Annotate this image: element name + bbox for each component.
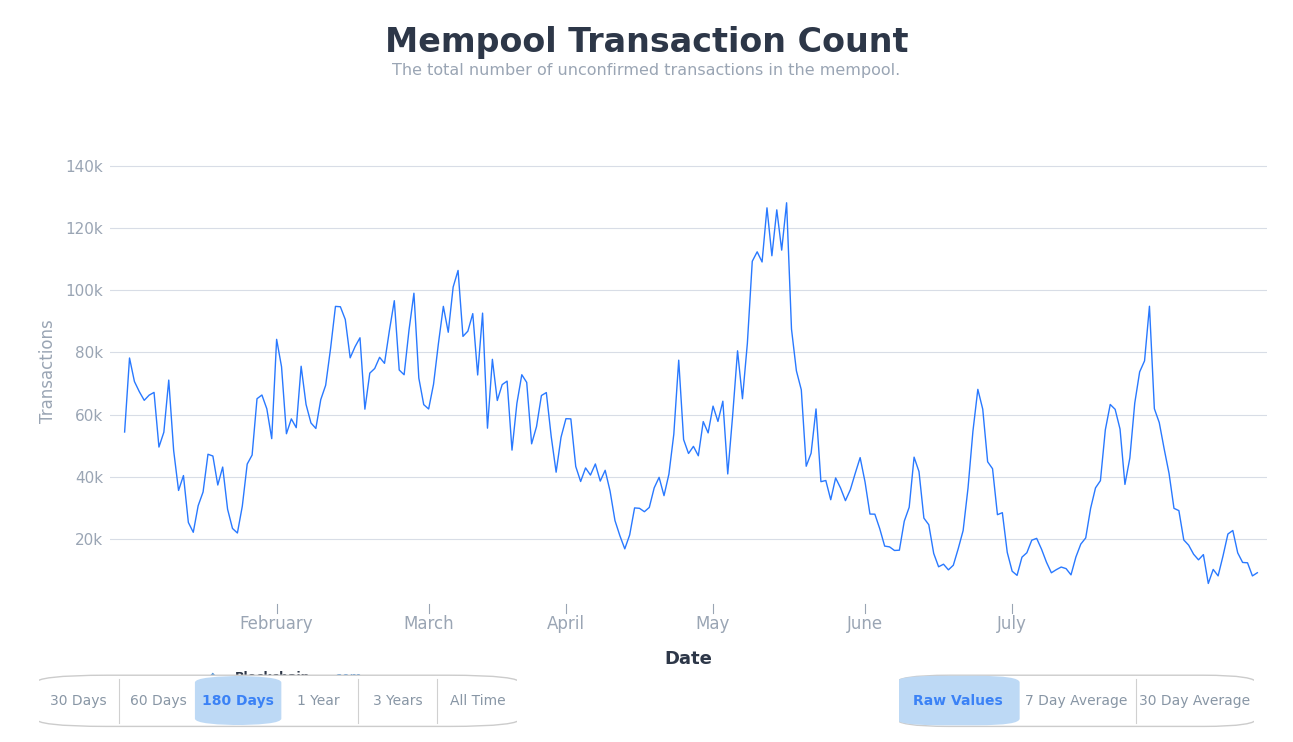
Text: Mempool Transaction Count: Mempool Transaction Count <box>385 26 908 59</box>
Text: ◆: ◆ <box>208 671 222 684</box>
X-axis label: Date: Date <box>665 649 712 668</box>
Text: All Time: All Time <box>450 694 506 708</box>
Text: 60 Days: 60 Days <box>131 694 186 708</box>
Text: .com: .com <box>332 671 363 684</box>
Text: 30 Days: 30 Days <box>50 694 107 708</box>
FancyBboxPatch shape <box>896 676 1020 726</box>
FancyBboxPatch shape <box>896 675 1257 726</box>
Y-axis label: Transactions: Transactions <box>39 319 57 423</box>
Text: The total number of unconfirmed transactions in the mempool.: The total number of unconfirmed transact… <box>392 63 901 78</box>
Text: 180 Days: 180 Days <box>202 694 274 708</box>
FancyBboxPatch shape <box>35 675 521 726</box>
Text: Blockchain: Blockchain <box>235 671 310 684</box>
Text: 1 Year: 1 Year <box>296 694 339 708</box>
Text: Raw Values: Raw Values <box>913 694 1003 708</box>
FancyBboxPatch shape <box>195 676 282 726</box>
Text: 7 Day Average: 7 Day Average <box>1025 694 1127 708</box>
Text: 30 Day Average: 30 Day Average <box>1139 694 1250 708</box>
Text: 3 Years: 3 Years <box>372 694 423 708</box>
